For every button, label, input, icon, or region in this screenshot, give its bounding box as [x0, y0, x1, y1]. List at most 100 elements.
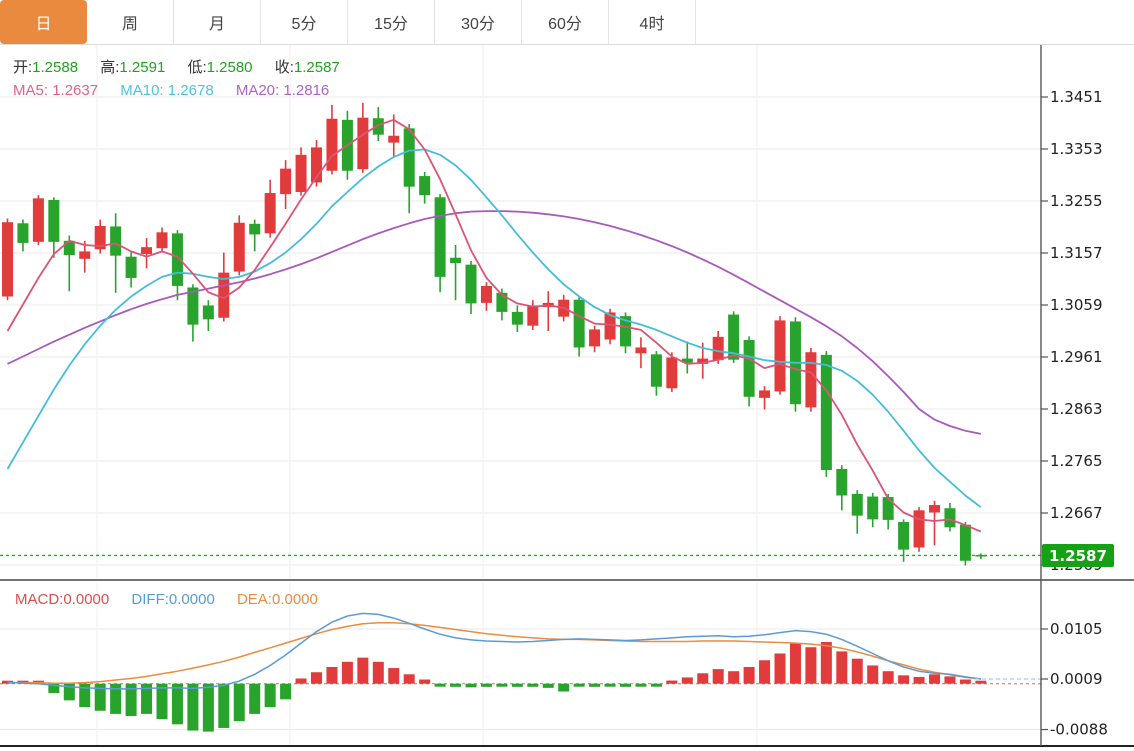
price-tick-label: 1.3353: [1050, 140, 1103, 158]
candle-body: [264, 193, 276, 234]
ma10-label: MA10:: [120, 82, 164, 99]
candle-body: [202, 305, 214, 320]
tab-period-5[interactable]: 30分: [435, 0, 522, 44]
low-label: 低:: [187, 59, 207, 76]
candle-body: [465, 264, 477, 304]
ma5-readout: MA5: 1.2637: [13, 82, 98, 99]
candle-body: [326, 118, 338, 171]
macd-bar: [867, 665, 879, 684]
macd-bar: [542, 683, 554, 688]
macd-bar: [558, 683, 570, 692]
macd-bar: [48, 683, 60, 694]
price-tick-label: 1.3157: [1050, 244, 1103, 262]
tab-period-7[interactable]: 4时: [609, 0, 696, 44]
macd-bar: [79, 683, 91, 708]
candle-body: [233, 222, 245, 272]
candle-body: [2, 222, 13, 297]
macd-bar: [202, 683, 214, 732]
macd-bar: [929, 674, 940, 684]
macd-bar: [712, 669, 724, 684]
ma10-value: 1.2678: [167, 82, 214, 99]
ma-readout: MA5: 1.2637 MA10: 1.2678 MA20: 1.2816: [13, 82, 347, 99]
candle-body: [32, 198, 44, 242]
high-value: 1.2591: [119, 59, 166, 76]
macd-lines-layer: [7, 612, 981, 690]
macd-bar: [156, 683, 168, 720]
ma5-value: 1.2637: [52, 82, 99, 99]
macd-bar: [836, 651, 848, 684]
ma20-value: 1.2816: [283, 82, 330, 99]
candle-body: [650, 354, 662, 387]
macd-bar: [311, 672, 322, 684]
ohlc-low: 低:1.2580: [187, 59, 252, 76]
candle-body: [434, 197, 446, 277]
candle-body: [311, 147, 322, 183]
macd-bar: [774, 653, 786, 684]
macd-tick-label: -0.0088: [1050, 721, 1108, 739]
macd-bar: [280, 683, 292, 700]
candle-body: [280, 168, 292, 195]
macd-bar: [975, 680, 987, 684]
candle-body: [403, 128, 415, 187]
candle-body: [141, 247, 153, 255]
macd-bar: [511, 683, 523, 687]
price-tick-label: 1.2961: [1050, 348, 1103, 366]
tab-period-6[interactable]: 60分: [522, 0, 609, 44]
y-axis-labels: 1.3451 1.3353 1.3255 1.3157 1.3059 1.2961 1.28…: [1041, 88, 1108, 739]
macd-histogram-layer: [2, 642, 987, 732]
candle-body: [944, 508, 956, 528]
macd-bar: [465, 683, 477, 688]
tab-period-3[interactable]: 5分: [261, 0, 348, 44]
candle-body: [635, 347, 647, 354]
ohlc-readout: 开:1.2588 高:1.2591 低:1.2580 收:1.2587: [13, 56, 358, 77]
period-tab-bar: 日周月 5分 15分 30分 60分 4时: [0, 0, 1134, 45]
tab-period-4[interactable]: 15分: [348, 0, 435, 44]
candle-body: [187, 287, 199, 325]
macd-bar: [728, 671, 740, 684]
candle-body: [882, 497, 894, 520]
macd-bar: [357, 657, 369, 684]
candle-body: [511, 311, 523, 325]
macd-bar: [434, 683, 446, 687]
ma20-readout: MA20: 1.2816: [236, 82, 329, 99]
macd-bar: [851, 658, 863, 684]
candles-layer: [2, 102, 987, 566]
candle-body: [712, 336, 724, 361]
macd-bar: [743, 667, 755, 684]
dea-value: 0.0000: [271, 591, 318, 608]
macd-bar: [480, 683, 492, 687]
current-price-tag-value: 1.2587: [1049, 547, 1107, 565]
candle-body: [959, 524, 971, 561]
ohlc-close: 收:1.2587: [275, 59, 340, 76]
price-tick-label: 1.2765: [1050, 452, 1103, 470]
price-tick-label: 1.2667: [1050, 504, 1103, 522]
macd-tick-label: 0.0009: [1050, 670, 1103, 688]
macd-bar: [419, 679, 431, 684]
dea-label: DEA:: [236, 591, 272, 608]
macd-bar: [141, 683, 153, 714]
candle-body: [913, 510, 925, 548]
candle-body: [820, 354, 832, 471]
candle-body: [480, 285, 492, 303]
candle-body: [156, 232, 168, 249]
tab-period-2[interactable]: 月: [174, 0, 261, 44]
candle-body: [759, 390, 771, 398]
macd-bar: [110, 683, 122, 714]
ma10-readout: MA10: 1.2678: [120, 82, 213, 99]
macd-bar: [589, 683, 601, 687]
dea-line: [7, 622, 981, 684]
macd-bar: [620, 683, 631, 687]
candle-body: [496, 292, 508, 312]
macd-bar: [650, 683, 662, 687]
candle-body: [218, 272, 230, 318]
candle-body: [450, 257, 462, 264]
macd-bar: [697, 673, 709, 684]
tab-period-1[interactable]: 周: [87, 0, 174, 44]
ma-lines-layer: [6, 118, 982, 533]
tab-period-0[interactable]: 日: [0, 0, 87, 44]
candle-body: [94, 225, 106, 250]
ohlc-high: 高:1.2591: [100, 59, 165, 76]
macd-label: MACD:: [15, 591, 64, 608]
candle-body: [295, 154, 307, 192]
